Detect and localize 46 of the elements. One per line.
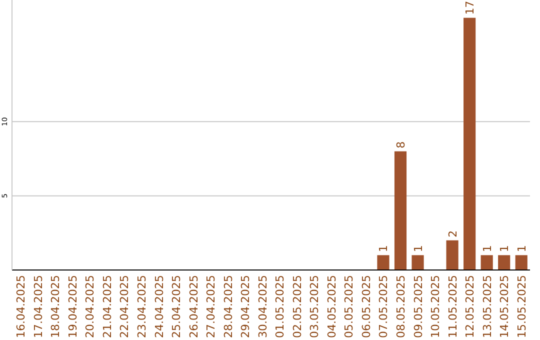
data-label: 1 xyxy=(377,245,390,252)
x-tick-label: 03.05.2025 xyxy=(308,275,322,338)
bar xyxy=(412,255,424,270)
x-tick-label: 30.04.2025 xyxy=(256,275,270,338)
x-tick-label: 06.05.2025 xyxy=(360,275,373,338)
bar xyxy=(498,255,510,270)
x-tick-label: 29.04.2025 xyxy=(239,275,252,338)
bar xyxy=(464,18,476,270)
data-label: 8 xyxy=(394,141,408,148)
bar xyxy=(377,255,390,270)
x-tick-label: 27.04.2025 xyxy=(204,275,218,338)
x-tick-label: 21.04.2025 xyxy=(100,275,114,338)
x-tick-label: 25.04.2025 xyxy=(170,275,184,338)
data-label: 1 xyxy=(515,245,528,252)
data-label: 1 xyxy=(498,245,512,252)
data-label: 17 xyxy=(464,0,477,15)
data-label: 1 xyxy=(412,245,425,252)
x-tick-label: 23.04.2025 xyxy=(136,275,148,338)
x-tick-label: 17.04.2025 xyxy=(32,275,45,338)
x-tick-label: 14.05.2025 xyxy=(498,275,512,338)
x-tick-label: 20.04.2025 xyxy=(84,275,97,338)
x-tick-label: 19.04.2025 xyxy=(66,275,80,338)
x-tick-label: 16.04.2025 xyxy=(14,275,28,338)
x-tick-label: 26.04.2025 xyxy=(187,275,200,338)
bar xyxy=(446,240,458,270)
x-tick-label: 05.05.2025 xyxy=(342,275,356,338)
x-tick-label: 15.05.2025 xyxy=(515,275,528,338)
x-tick-label: 22.04.2025 xyxy=(118,275,132,338)
x-tick-label: 12.05.2025 xyxy=(464,275,477,338)
bar xyxy=(480,255,493,270)
x-tick-label: 04.05.2025 xyxy=(325,275,338,338)
x-tick-label: 02.05.2025 xyxy=(290,275,304,338)
data-label: 2 xyxy=(446,230,460,238)
x-tick-label: 01.05.2025 xyxy=(274,275,287,338)
x-tick-label: 09.05.2025 xyxy=(412,275,425,338)
x-tick-label: 28.04.2025 xyxy=(222,275,235,338)
bar xyxy=(394,151,407,270)
x-tick-label: 24.04.2025 xyxy=(152,275,166,338)
x-tick-label: 08.05.2025 xyxy=(394,275,408,338)
x-tick-label: 10.05.2025 xyxy=(429,275,442,338)
x-tick-label: 13.05.2025 xyxy=(480,275,494,338)
bar xyxy=(515,255,528,270)
x-tick-label: 07.05.2025 xyxy=(377,275,390,338)
data-label: 1 xyxy=(480,245,494,252)
x-tick-label: 18.04.2025 xyxy=(49,275,62,338)
x-tick-label: 11.05.2025 xyxy=(446,275,460,338)
